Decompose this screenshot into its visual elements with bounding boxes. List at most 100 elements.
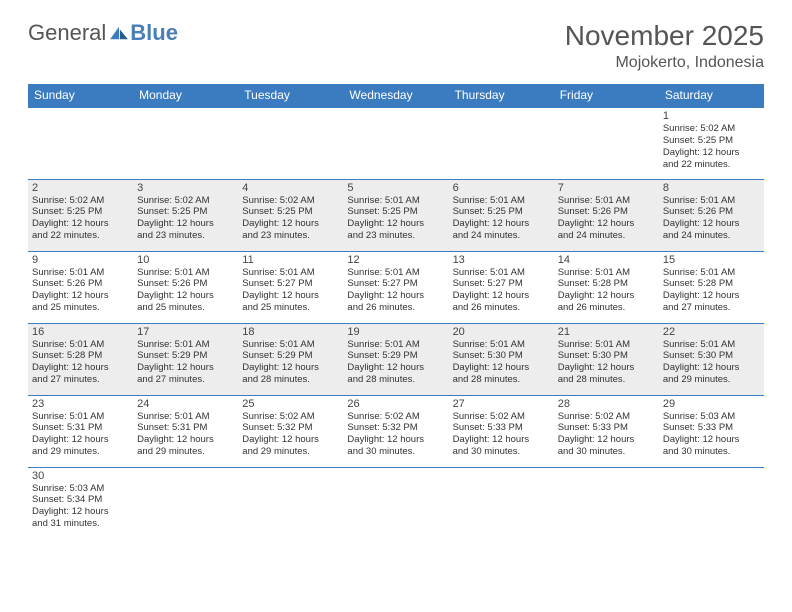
calendar-cell [449,107,554,179]
daylight-line-2: and 23 minutes. [347,230,444,242]
daylight-line-1: Daylight: 12 hours [242,362,339,374]
sunset-line: Sunset: 5:33 PM [558,422,655,434]
daylight-line-2: and 30 minutes. [558,446,655,458]
day-number: 13 [453,254,550,266]
daylight-line-1: Daylight: 12 hours [453,290,550,302]
sunset-line: Sunset: 5:26 PM [32,278,129,290]
sunrise-line: Sunrise: 5:01 AM [242,267,339,279]
day-number: 5 [347,182,444,194]
daylight-line-2: and 25 minutes. [137,302,234,314]
sunset-line: Sunset: 5:33 PM [453,422,550,434]
daylight-line-1: Daylight: 12 hours [558,218,655,230]
daylight-line-1: Daylight: 12 hours [347,290,444,302]
daylight-line-2: and 22 minutes. [663,159,760,171]
day-number: 3 [137,182,234,194]
daylight-line-2: and 25 minutes. [32,302,129,314]
sunrise-line: Sunrise: 5:02 AM [242,195,339,207]
daylight-line-2: and 24 minutes. [558,230,655,242]
day-number: 25 [242,398,339,410]
daylight-line-2: and 23 minutes. [242,230,339,242]
logo-text-blue: Blue [130,20,178,46]
logo-sail-icon [108,25,130,41]
calendar-cell: 2Sunrise: 5:02 AMSunset: 5:25 PMDaylight… [28,179,133,251]
daylight-line-2: and 28 minutes. [558,374,655,386]
weekday-header: Sunday [28,84,133,107]
day-number: 22 [663,326,760,338]
calendar-cell: 15Sunrise: 5:01 AMSunset: 5:28 PMDayligh… [659,251,764,323]
sunrise-line: Sunrise: 5:01 AM [137,411,234,423]
month-title: November 2025 [565,20,764,52]
day-number: 11 [242,254,339,266]
calendar-cell: 9Sunrise: 5:01 AMSunset: 5:26 PMDaylight… [28,251,133,323]
weekday-header: Friday [554,84,659,107]
daylight-line-1: Daylight: 12 hours [347,218,444,230]
calendar-cell [343,467,448,539]
calendar-row: 9Sunrise: 5:01 AMSunset: 5:26 PMDaylight… [28,251,764,323]
sunset-line: Sunset: 5:26 PM [558,206,655,218]
sunrise-line: Sunrise: 5:02 AM [558,411,655,423]
sunrise-line: Sunrise: 5:01 AM [558,195,655,207]
daylight-line-1: Daylight: 12 hours [32,290,129,302]
sunset-line: Sunset: 5:26 PM [137,278,234,290]
day-number: 4 [242,182,339,194]
calendar-cell: 28Sunrise: 5:02 AMSunset: 5:33 PMDayligh… [554,395,659,467]
sunset-line: Sunset: 5:25 PM [347,206,444,218]
weekday-header: Monday [133,84,238,107]
day-number: 28 [558,398,655,410]
calendar-cell [554,467,659,539]
sunset-line: Sunset: 5:31 PM [32,422,129,434]
sunset-line: Sunset: 5:25 PM [32,206,129,218]
daylight-line-2: and 27 minutes. [32,374,129,386]
sunset-line: Sunset: 5:27 PM [242,278,339,290]
daylight-line-2: and 27 minutes. [663,302,760,314]
sunset-line: Sunset: 5:27 PM [453,278,550,290]
calendar-cell: 17Sunrise: 5:01 AMSunset: 5:29 PMDayligh… [133,323,238,395]
sunset-line: Sunset: 5:25 PM [242,206,339,218]
calendar-cell: 8Sunrise: 5:01 AMSunset: 5:26 PMDaylight… [659,179,764,251]
daylight-line-1: Daylight: 12 hours [242,434,339,446]
calendar-cell: 1Sunrise: 5:02 AMSunset: 5:25 PMDaylight… [659,107,764,179]
daylight-line-2: and 29 minutes. [137,446,234,458]
sunrise-line: Sunrise: 5:01 AM [137,339,234,351]
day-number: 8 [663,182,760,194]
sunrise-line: Sunrise: 5:01 AM [347,195,444,207]
day-number: 21 [558,326,655,338]
sunset-line: Sunset: 5:25 PM [453,206,550,218]
day-number: 18 [242,326,339,338]
calendar-cell: 27Sunrise: 5:02 AMSunset: 5:33 PMDayligh… [449,395,554,467]
calendar-cell [28,107,133,179]
day-number: 7 [558,182,655,194]
daylight-line-1: Daylight: 12 hours [242,290,339,302]
calendar-cell: 16Sunrise: 5:01 AMSunset: 5:28 PMDayligh… [28,323,133,395]
daylight-line-1: Daylight: 12 hours [32,362,129,374]
sunset-line: Sunset: 5:32 PM [242,422,339,434]
daylight-line-2: and 28 minutes. [347,374,444,386]
daylight-line-2: and 31 minutes. [32,518,129,530]
daylight-line-2: and 22 minutes. [32,230,129,242]
sunset-line: Sunset: 5:25 PM [137,206,234,218]
sunrise-line: Sunrise: 5:01 AM [558,267,655,279]
daylight-line-1: Daylight: 12 hours [347,434,444,446]
sunset-line: Sunset: 5:29 PM [347,350,444,362]
location: Mojokerto, Indonesia [565,54,764,72]
daylight-line-2: and 29 minutes. [32,446,129,458]
daylight-line-1: Daylight: 12 hours [137,218,234,230]
day-number: 26 [347,398,444,410]
sunrise-line: Sunrise: 5:01 AM [347,339,444,351]
calendar-row: 23Sunrise: 5:01 AMSunset: 5:31 PMDayligh… [28,395,764,467]
calendar-row: 30Sunrise: 5:03 AMSunset: 5:34 PMDayligh… [28,467,764,539]
sunrise-line: Sunrise: 5:01 AM [558,339,655,351]
daylight-line-2: and 26 minutes. [347,302,444,314]
calendar-cell: 3Sunrise: 5:02 AMSunset: 5:25 PMDaylight… [133,179,238,251]
calendar-cell: 22Sunrise: 5:01 AMSunset: 5:30 PMDayligh… [659,323,764,395]
calendar-cell: 30Sunrise: 5:03 AMSunset: 5:34 PMDayligh… [28,467,133,539]
title-block: November 2025 Mojokerto, Indonesia [565,20,764,72]
day-number: 6 [453,182,550,194]
calendar-body: 1Sunrise: 5:02 AMSunset: 5:25 PMDaylight… [28,107,764,539]
calendar-cell [659,467,764,539]
daylight-line-2: and 30 minutes. [347,446,444,458]
sunrise-line: Sunrise: 5:02 AM [347,411,444,423]
calendar-cell [238,467,343,539]
sunset-line: Sunset: 5:30 PM [558,350,655,362]
sunrise-line: Sunrise: 5:01 AM [32,339,129,351]
